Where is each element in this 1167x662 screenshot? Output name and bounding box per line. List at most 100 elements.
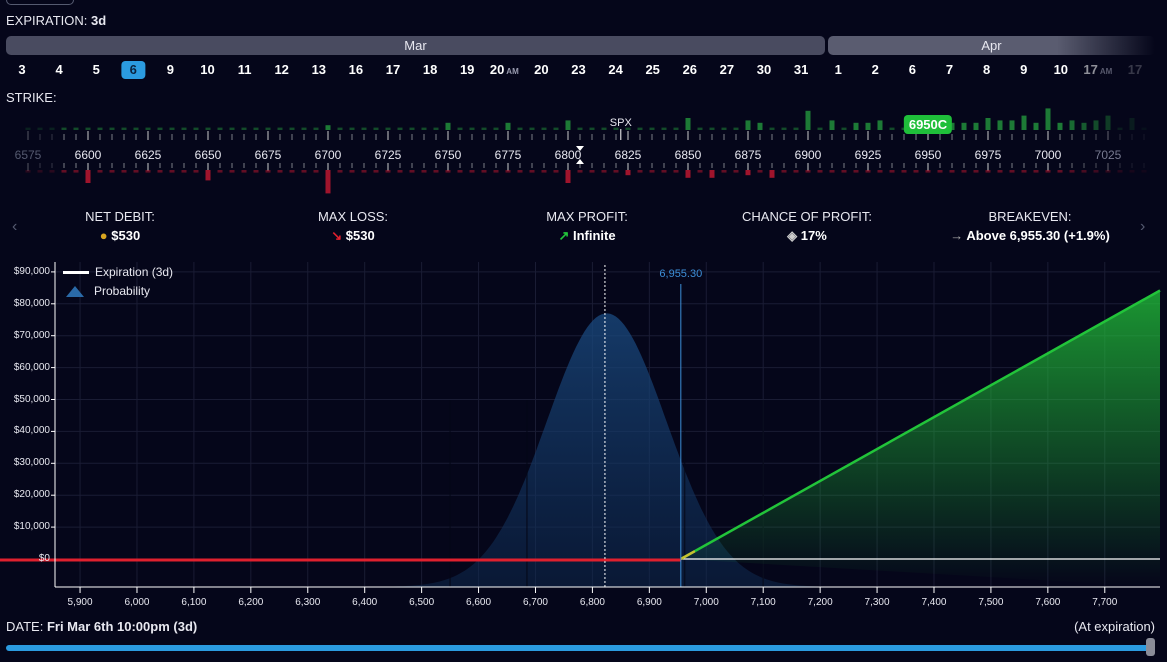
strike-label-6825[interactable]: 6825: [614, 148, 642, 162]
date-item[interactable]: 4: [55, 61, 62, 79]
date-item[interactable]: 12: [274, 61, 288, 79]
date-item[interactable]: 10: [200, 61, 214, 79]
put-oi-bar: [505, 170, 511, 173]
date-item[interactable]: 27: [720, 61, 734, 79]
call-oi-bar: [793, 127, 799, 130]
call-oi-bar: [1105, 115, 1111, 130]
y-tick-label: $70,000: [13, 329, 50, 341]
y-tick-label: $50,000: [13, 393, 50, 405]
strike-label: STRIKE:: [6, 90, 57, 105]
put-oi-bar: [577, 170, 583, 173]
strike-label-6975[interactable]: 6975: [974, 148, 1002, 162]
date-item[interactable]: 25: [645, 61, 659, 79]
next-arrow-icon[interactable]: ›: [1140, 218, 1146, 235]
date-item[interactable]: 6: [909, 61, 916, 79]
put-oi-bar: [757, 170, 763, 173]
date-item[interactable]: 18: [423, 61, 437, 79]
put-oi-bar: [337, 170, 343, 173]
date-slider[interactable]: [6, 645, 1154, 651]
put-oi-bar: [433, 170, 439, 173]
put-oi-bar: [61, 170, 67, 173]
date-item[interactable]: 20 AM: [490, 61, 519, 79]
date-item[interactable]: 9: [167, 61, 174, 79]
put-oi-bar: [385, 170, 391, 173]
strike-label-6850[interactable]: 6850: [674, 148, 702, 162]
put-oi-bar: [685, 170, 691, 178]
strike-label-6800[interactable]: 6800: [554, 148, 582, 162]
date-label: 30: [756, 62, 772, 77]
strike-label-6900[interactable]: 6900: [794, 148, 822, 162]
date-item[interactable]: 8: [983, 61, 990, 79]
date-item[interactable]: 3: [18, 61, 25, 79]
strike-label-6675[interactable]: 6675: [254, 148, 282, 162]
strike-label-6600[interactable]: 6600: [74, 148, 102, 162]
x-tick-label: 6,500: [409, 597, 435, 608]
strike-label-6875[interactable]: 6875: [734, 148, 762, 162]
strike-label-6950[interactable]: 6950: [914, 148, 942, 162]
summary-value-text: $530: [111, 228, 141, 243]
date-item[interactable]: 23: [571, 61, 585, 79]
date-item[interactable]: 2: [872, 61, 879, 79]
date-item[interactable]: 20: [534, 61, 548, 79]
date-item[interactable]: 7: [946, 61, 953, 79]
strike-label-7025[interactable]: 7025: [1094, 148, 1122, 162]
call-oi-bar: [109, 127, 115, 130]
date-item[interactable]: 31: [794, 61, 808, 79]
call-oi-bar: [181, 127, 187, 130]
date-item[interactable]: 10: [1054, 61, 1068, 79]
date-item[interactable]: 17: [386, 61, 400, 79]
month-apr[interactable]: Apr: [828, 36, 1155, 55]
prev-arrow-icon[interactable]: ‹: [12, 218, 18, 235]
put-oi-bar: [1045, 170, 1051, 173]
date-label: 24: [608, 62, 623, 77]
strike-label-6575[interactable]: 6575: [14, 148, 42, 162]
date-slider-thumb[interactable]: [1146, 638, 1155, 656]
strike-label-7000[interactable]: 7000: [1034, 148, 1062, 162]
call-oi-bar: [877, 120, 883, 130]
x-tick-label: 7,300: [864, 597, 890, 608]
call-oi-bar: [541, 127, 547, 130]
top-button[interactable]: [6, 0, 74, 5]
date-item[interactable]: 6: [121, 61, 145, 79]
call-oi-bar: [553, 127, 559, 130]
strike-label-6775[interactable]: 6775: [494, 148, 522, 162]
month-mar[interactable]: Mar: [6, 36, 825, 55]
call-oi-bar: [997, 120, 1003, 130]
date-item[interactable]: 13: [312, 61, 326, 79]
put-oi-bar: [805, 170, 811, 173]
date-item[interactable]: 9: [1020, 61, 1027, 79]
put-oi-bar: [673, 170, 679, 173]
expiration-line-swatch: [63, 271, 89, 275]
strike-label-6650[interactable]: 6650: [194, 148, 222, 162]
strike-label-6625[interactable]: 6625: [134, 148, 162, 162]
date-item[interactable]: 26: [683, 61, 697, 79]
call-oi-bar: [349, 127, 355, 130]
date-item[interactable]: 5: [93, 61, 100, 79]
strike-label-6725[interactable]: 6725: [374, 148, 402, 162]
date-item[interactable]: 17: [1128, 61, 1142, 79]
date-item[interactable]: 19: [460, 61, 474, 79]
coins-icon: ●: [99, 228, 112, 243]
strike-label-6750[interactable]: 6750: [434, 148, 462, 162]
call-oi-bar: [133, 127, 139, 130]
x-tick-label: 6,100: [181, 597, 207, 608]
put-oi-bar: [925, 170, 931, 173]
date-item[interactable]: 16: [349, 61, 363, 79]
strike-selector[interactable]: [0, 108, 1167, 198]
profit-line: [680, 289, 1161, 561]
date-item[interactable]: 11: [238, 61, 252, 79]
call-oi-bar: [649, 127, 655, 130]
call-oi-bar: [529, 127, 535, 130]
put-oi-bar: [205, 170, 211, 181]
date-item[interactable]: 30: [757, 61, 771, 79]
date-item[interactable]: 24: [608, 61, 622, 79]
date-label: 17: [385, 62, 401, 77]
date-item[interactable]: 17 AM: [1083, 61, 1112, 79]
x-tick-label: 6,300: [295, 597, 321, 608]
call-oi-bar: [973, 122, 979, 130]
selected-strike-tag[interactable]: 6950C: [903, 115, 953, 134]
strike-label-6925[interactable]: 6925: [854, 148, 882, 162]
payoff-chart[interactable]: [0, 260, 1167, 600]
date-item[interactable]: 1: [835, 61, 842, 79]
strike-label-6700[interactable]: 6700: [314, 148, 342, 162]
